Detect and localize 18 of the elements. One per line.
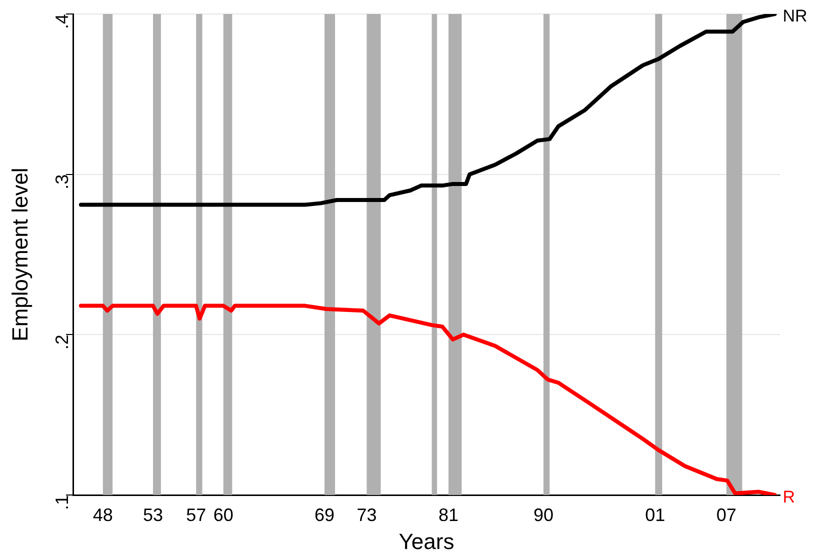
y-tick-label: .1 xyxy=(52,495,72,510)
x-tick-label: 57 xyxy=(186,504,206,525)
x-tick-label: 60 xyxy=(213,504,234,525)
x-tick-label: 81 xyxy=(438,504,458,525)
y-tick-label: .2 xyxy=(52,334,72,350)
x-tick-label: 69 xyxy=(314,504,335,525)
y-tick-label: .3 xyxy=(52,174,72,190)
series-label: R xyxy=(782,488,796,507)
x-tick-label: 48 xyxy=(92,504,113,525)
x-tick-label: 73 xyxy=(356,504,377,525)
x-tick-label: 07 xyxy=(716,504,736,525)
y-tick-label: .4 xyxy=(52,14,72,30)
y-axis-title: Employment level xyxy=(7,168,32,342)
x-tick-label: 90 xyxy=(533,504,554,525)
x-tick-label: 01 xyxy=(645,504,666,525)
x-axis-title: Years xyxy=(398,528,454,554)
series-label: NR xyxy=(782,6,808,26)
x-tick-label: 53 xyxy=(143,504,164,525)
